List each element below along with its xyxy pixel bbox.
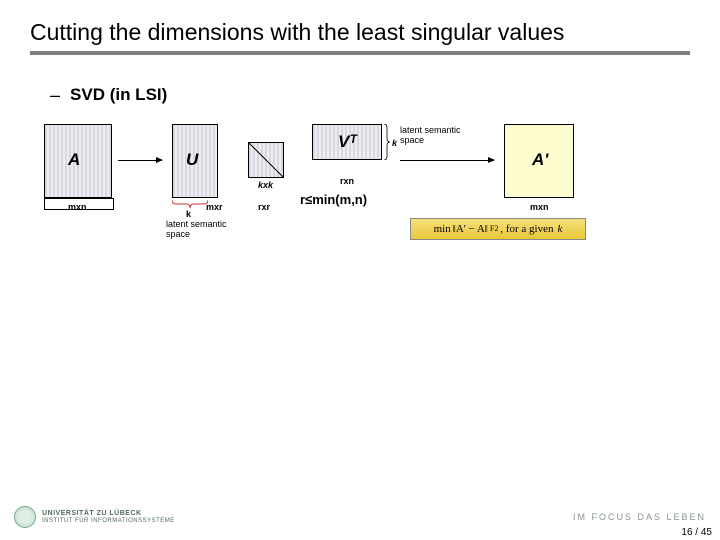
- formula-min: min: [434, 223, 451, 235]
- matrix-VT-dim: rxn: [340, 176, 354, 186]
- page-total: 45: [701, 527, 712, 538]
- matrix-VT-label: Vᵀ: [338, 132, 356, 152]
- objective-formula: min ‖A' − A‖F2 , for a given k: [410, 218, 586, 240]
- matrix-A-dim: mxn: [68, 202, 87, 212]
- university-name: UNIVERSITÄT ZU LÜBECK: [42, 510, 175, 518]
- institute-name: INSTITUT FÜR INFORMATIONSSYSTEME: [42, 518, 175, 525]
- svd-diagram: A mxn U k mxr latent semantic space kxk …: [44, 124, 690, 304]
- page-number: 16 / 45: [681, 527, 712, 538]
- university-text: UNIVERSITÄT ZU LÜBECK INSTITUT FÜR INFOR…: [42, 510, 175, 524]
- university-logo-area: UNIVERSITÄT ZU LÜBECK INSTITUT FÜR INFOR…: [14, 506, 175, 528]
- formula-k: k: [558, 223, 563, 235]
- bullet-row: – SVD (in LSI): [50, 85, 690, 106]
- title-underline: [30, 51, 690, 55]
- brace-under-U: [172, 200, 208, 208]
- university-seal-icon: [14, 506, 36, 528]
- arrow-VT-to-Ap: [400, 160, 494, 161]
- slide-footer: UNIVERSITÄT ZU LÜBECK INSTITUT FÜR INFOR…: [0, 504, 720, 530]
- matrix-U-caption: latent semantic space: [166, 220, 236, 240]
- matrix-A-label: A: [68, 150, 80, 170]
- bullet-dash: –: [50, 85, 60, 106]
- title-area: Cutting the dimensions with the least si…: [0, 0, 720, 63]
- bullet-text: SVD (in LSI): [70, 85, 167, 105]
- matrix-Ap-label: A': [532, 150, 548, 170]
- matrix-Sigma: [248, 142, 284, 178]
- matrix-VT-k: k: [392, 138, 397, 148]
- content-area: – SVD (in LSI) A mxn U k mxr latent sema…: [0, 63, 720, 304]
- matrix-U-dim: mxr: [206, 202, 223, 212]
- formula-norm: ‖A' − A‖: [453, 223, 488, 235]
- page-sep: /: [693, 527, 701, 538]
- rank-constraint: r≤min(m,n): [300, 192, 367, 207]
- page-current: 16: [681, 527, 692, 538]
- formula-sup: 2: [494, 224, 498, 233]
- slide-title: Cutting the dimensions with the least si…: [30, 18, 690, 47]
- footer-motto: IM FOCUS DAS LEBEN: [573, 512, 706, 522]
- matrix-Ap-dim: mxn: [530, 202, 549, 212]
- brace-right-VT: [384, 124, 390, 160]
- formula-tail: , for a given: [500, 223, 553, 235]
- matrix-VT-caption: latent semantic space: [400, 126, 470, 146]
- matrix-U-k: k: [186, 209, 191, 219]
- arrow-A-to-U: [118, 160, 162, 161]
- matrix-S-dim: rxr: [258, 202, 270, 212]
- matrix-S-kxk: kxk: [258, 180, 273, 190]
- matrix-U-label: U: [186, 150, 198, 170]
